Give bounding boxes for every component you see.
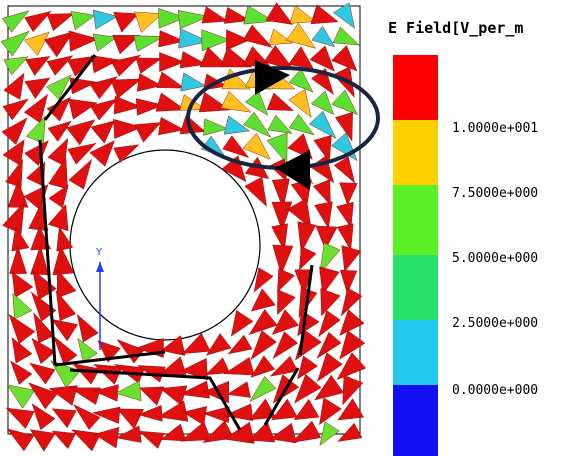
axis-label: Y [95,247,103,258]
legend-band [393,120,438,185]
page: Y E Field[V_per_m 1.0000e+001 7.5000e+00… [0,0,583,456]
legend-label: 7.5000e+000 [452,186,538,201]
field-plot: Y E Field[V_per_m 1.0000e+001 7.5000e+00… [0,0,583,456]
legend-band [393,320,438,385]
legend-band [393,255,438,320]
legend-band [393,55,438,120]
legend-title: E Field[V_per_m [388,19,523,37]
legend-label: 5.0000e+000 [452,251,538,266]
legend-label: 2.5000e+000 [452,316,538,331]
legend-band [393,385,438,456]
legend-band [393,185,438,255]
legend-label: 0.0000e+000 [452,383,538,398]
legend-label: 1.0000e+001 [452,121,538,136]
